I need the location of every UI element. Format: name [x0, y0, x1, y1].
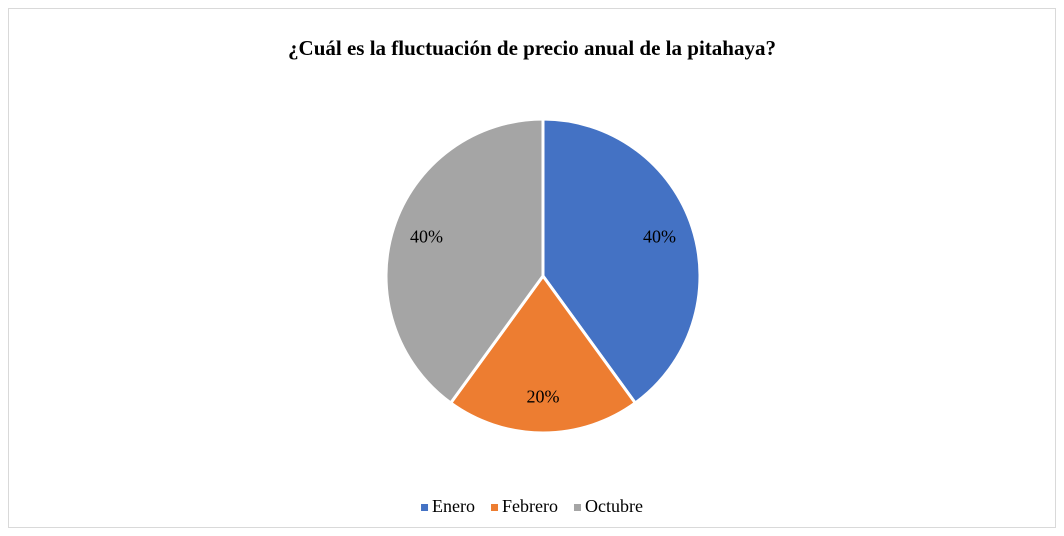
legend-label: Octubre — [585, 496, 643, 516]
pie-slice — [449, 274, 637, 435]
data-label: 20% — [527, 387, 560, 407]
pie-slice — [541, 117, 702, 405]
legend-marker — [421, 504, 429, 511]
legend-label: Febrero — [502, 496, 558, 516]
data-label: 40% — [410, 226, 443, 246]
chart-title: ¿Cuál es la fluctuación de precio anual … — [288, 36, 776, 60]
legend-marker — [491, 504, 499, 511]
legend-marker — [573, 504, 581, 511]
legend-label: Enero — [432, 496, 475, 516]
data-label: 40% — [643, 226, 676, 246]
pie-slice — [384, 117, 545, 405]
